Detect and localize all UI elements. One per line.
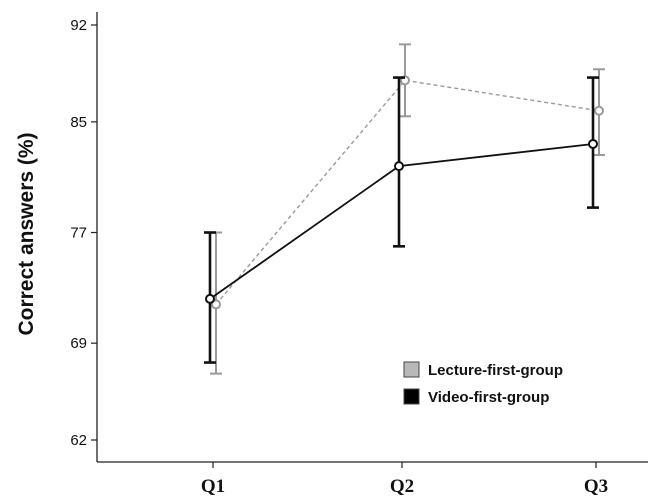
- x-ticks: Q1 Q2 Q3: [201, 462, 608, 497]
- y-axis-label: Correct answers (%): [15, 132, 38, 335]
- data-point: [394, 161, 404, 172]
- y-tick-label: 85: [70, 114, 87, 131]
- data-point: [594, 105, 604, 116]
- y-ticks: 62 69 77 85 92: [70, 17, 97, 449]
- legend-swatch: [403, 361, 420, 378]
- x-tick-label: Q2: [390, 476, 414, 497]
- y-tick-label: 62: [70, 432, 87, 449]
- legend: Lecture-first-group Video-first-group: [403, 361, 563, 406]
- axes: [96, 12, 648, 463]
- data-point: [588, 138, 598, 149]
- x-tick-label: Q3: [584, 476, 608, 497]
- y-tick-label: 77: [70, 225, 87, 242]
- legend-label: Lecture-first-group: [428, 362, 563, 379]
- series-lecture-first-group: [210, 43, 605, 375]
- series-video-first-group: [204, 76, 599, 364]
- y-tick-label: 69: [70, 335, 87, 352]
- x-tick-label: Q1: [201, 476, 225, 497]
- data-point: [211, 299, 221, 310]
- series-line: [215, 79, 600, 305]
- data-point: [205, 293, 215, 304]
- legend-swatch: [403, 388, 420, 405]
- y-tick-label: 92: [70, 17, 87, 34]
- legend-label: Video-first-group: [428, 389, 549, 406]
- series-layer: [204, 43, 605, 375]
